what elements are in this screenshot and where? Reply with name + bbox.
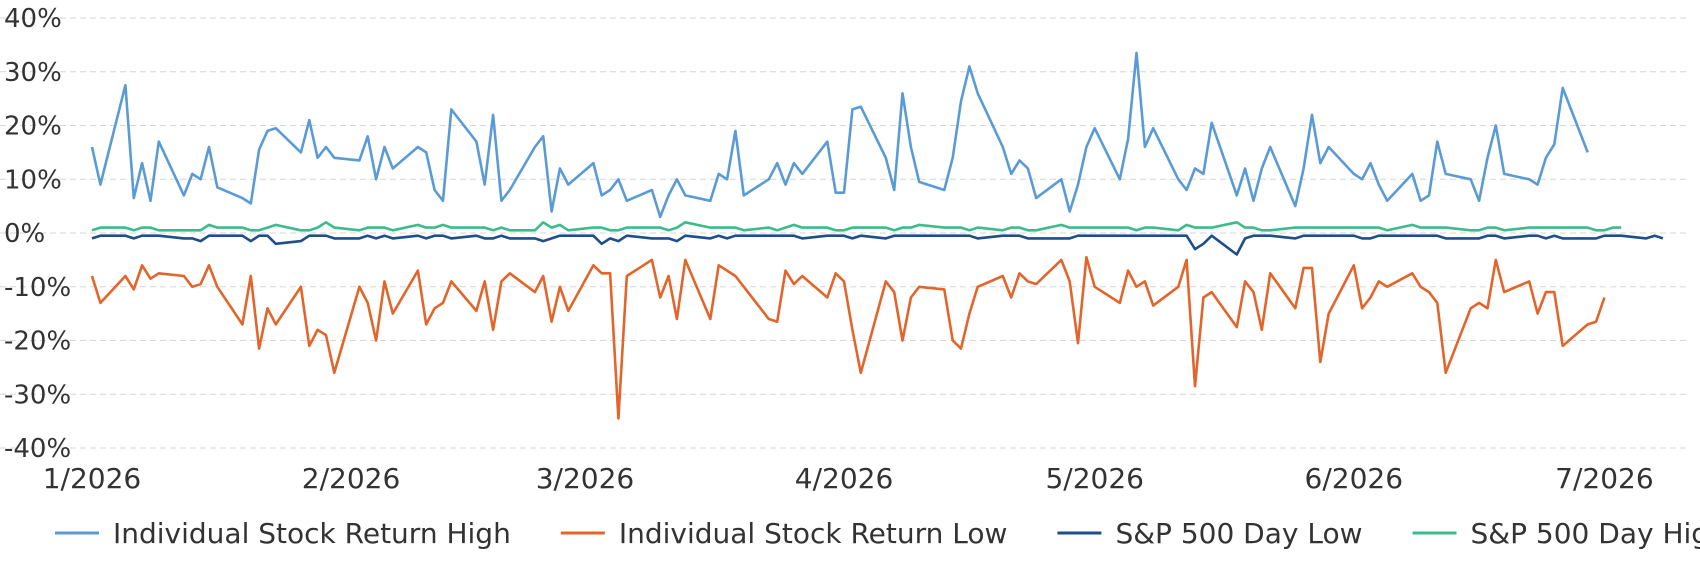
y-tick-label: -10% <box>4 273 71 303</box>
y-tick-label: 10% <box>4 165 62 195</box>
series-line <box>91 221 1622 232</box>
y-tick-label: 30% <box>4 58 62 88</box>
x-axis-tick-labels: 1/2026 2/2026 3/2026 4/2026 5/2026 6/2026 7/20… <box>43 462 1654 495</box>
legend-label: Individual Stock Return High <box>113 517 511 550</box>
y-tick-label: -30% <box>4 380 71 410</box>
y-tick-label: -20% <box>4 327 71 357</box>
legend-label: S&P 500 Day Low <box>1115 517 1362 550</box>
series-lines <box>90 51 1664 420</box>
x-tick-label: 4/2026 <box>795 462 894 495</box>
series-line <box>90 255 1606 420</box>
legend: Individual Stock Return High Individual S… <box>55 517 1700 550</box>
x-tick-label: 7/2026 <box>1555 462 1654 495</box>
legend-label: Individual Stock Return Low <box>619 517 1008 550</box>
gridlines <box>0 17 1688 449</box>
y-axis-tick-labels: 40% 30% 20% 10% 0% -10% -20% -30% -40% <box>4 4 71 464</box>
series-line <box>90 51 1589 219</box>
series-line <box>91 234 1664 256</box>
x-tick-label: 1/2026 <box>43 462 142 495</box>
x-tick-label: 6/2026 <box>1305 462 1404 495</box>
y-tick-label: 20% <box>4 112 62 142</box>
legend-label: S&P 500 Day High <box>1471 517 1700 550</box>
y-tick-label: -40% <box>4 434 71 464</box>
y-tick-label: 40% <box>4 4 62 34</box>
y-tick-label: 0% <box>4 219 45 249</box>
x-tick-label: 5/2026 <box>1045 462 1144 495</box>
x-tick-label: 3/2026 <box>536 462 635 495</box>
x-tick-label: 2/2026 <box>302 462 401 495</box>
